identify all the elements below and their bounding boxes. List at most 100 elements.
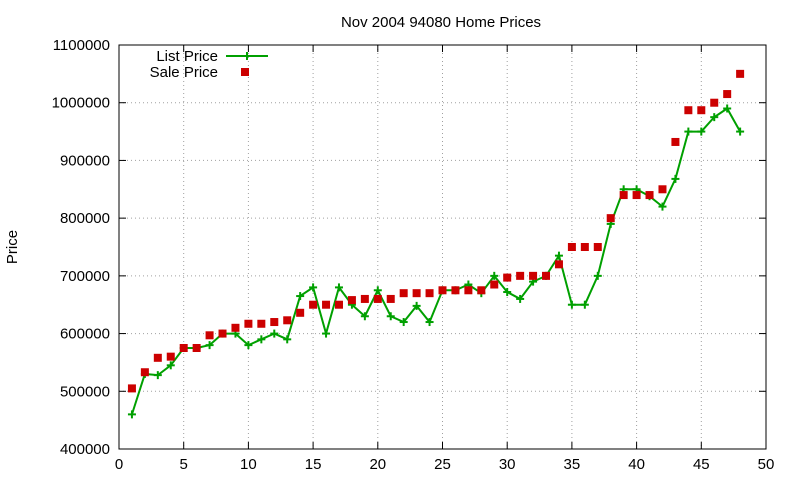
legend-square-swatch <box>241 68 249 76</box>
sale-price-point <box>386 294 395 303</box>
sale-price-point <box>684 106 693 115</box>
sale-price-point <box>360 294 369 303</box>
sale-price-point <box>580 243 589 251</box>
list-price-point <box>593 271 602 280</box>
x-tick-label: 20 <box>369 456 386 473</box>
series-sale-price <box>127 69 745 393</box>
sale-price-point <box>231 323 240 332</box>
sale-price-point <box>671 137 680 146</box>
sale-price-point <box>516 271 525 280</box>
y-tick-label: 400000 <box>60 441 110 458</box>
sale-price-point <box>334 300 343 309</box>
sale-price-point <box>166 352 175 361</box>
x-tick-label: 5 <box>180 456 188 473</box>
sale-price-point <box>490 280 499 289</box>
list-price-point <box>166 361 175 370</box>
sale-price-point <box>567 243 576 251</box>
list-price-line <box>130 107 741 415</box>
sale-price-point <box>477 286 486 295</box>
x-tick-label: 0 <box>115 456 123 473</box>
sale-price-point <box>140 368 149 377</box>
sale-price-point <box>205 331 214 340</box>
sale-price-point <box>710 98 719 107</box>
y-tick-label: 800000 <box>60 210 110 227</box>
sale-price-point <box>347 296 356 305</box>
tick-labels: 0 5 10 15 20 25 30 35 40 45 50 400000 500000 600000 70… <box>52 37 775 473</box>
sale-price-point <box>632 191 641 200</box>
list-price-point <box>658 202 667 211</box>
list-price-point <box>723 104 732 113</box>
sale-price-point <box>153 353 162 362</box>
grid-lines <box>119 45 766 449</box>
list-price-point <box>360 312 369 321</box>
sale-price-point <box>529 271 538 280</box>
list-price-point <box>373 286 382 295</box>
list-price-point <box>503 288 512 297</box>
sale-price-point <box>257 319 266 328</box>
x-tick-label: 30 <box>499 456 516 473</box>
list-price-point <box>580 300 589 309</box>
x-tick-label: 35 <box>564 456 581 473</box>
list-price-point <box>399 318 408 327</box>
sale-price-point <box>270 318 279 327</box>
sale-price-point <box>399 289 408 298</box>
list-price-point <box>684 127 693 136</box>
sale-price-point <box>645 191 654 200</box>
y-tick-label: 1000000 <box>52 95 110 112</box>
list-price-point <box>671 174 680 183</box>
sale-price-point <box>296 308 305 317</box>
list-price-point <box>386 312 395 321</box>
legend-label: List Price <box>156 48 218 65</box>
sale-price-point <box>412 289 421 298</box>
list-price-point <box>554 251 563 260</box>
sale-price-point <box>736 69 745 78</box>
list-price-point <box>516 294 525 303</box>
sale-price-point <box>451 286 460 295</box>
y-axis-label: Price <box>4 230 21 264</box>
x-tick-label: 25 <box>434 456 451 473</box>
sale-price-point <box>542 271 551 280</box>
chart-title: Nov 2004 94080 Home Prices <box>341 14 541 31</box>
list-price-point <box>257 335 266 344</box>
sale-price-point <box>697 106 706 115</box>
x-tick-label: 45 <box>693 456 710 473</box>
y-tick-label: 600000 <box>60 326 110 343</box>
list-price-point <box>283 335 292 344</box>
x-tick-label: 10 <box>240 456 257 473</box>
list-price-point <box>425 318 434 327</box>
sale-price-point <box>438 286 447 295</box>
list-price-point <box>127 410 136 419</box>
list-price-point <box>412 301 421 310</box>
sale-price-point <box>619 191 628 200</box>
sale-price-point <box>192 344 201 352</box>
sale-price-point <box>464 286 473 295</box>
sale-price-point <box>593 243 602 251</box>
legend-label: Sale Price <box>150 64 218 81</box>
sale-price-point <box>658 185 667 194</box>
sale-price-point <box>127 384 136 393</box>
series-list-price <box>127 104 745 419</box>
list-price-point <box>309 283 318 292</box>
y-tick-label: 1100000 <box>53 37 110 54</box>
list-price-point <box>710 113 719 122</box>
y-tick-label: 500000 <box>60 383 110 400</box>
sale-price-point <box>218 329 227 338</box>
sale-price-point <box>283 316 292 325</box>
sale-price-point <box>373 294 382 303</box>
list-price-point <box>322 329 331 338</box>
data-series <box>127 69 745 419</box>
list-price-point <box>697 127 706 136</box>
x-tick-label: 50 <box>758 456 775 473</box>
list-price-point <box>296 292 305 301</box>
sale-price-point <box>503 273 512 282</box>
list-price-point <box>270 329 279 338</box>
list-price-point <box>490 271 499 280</box>
sale-price-point <box>322 300 331 309</box>
x-tick-label: 15 <box>305 456 322 473</box>
list-price-point <box>736 127 745 136</box>
y-tick-label: 700000 <box>60 268 110 285</box>
sale-price-point <box>606 214 615 223</box>
